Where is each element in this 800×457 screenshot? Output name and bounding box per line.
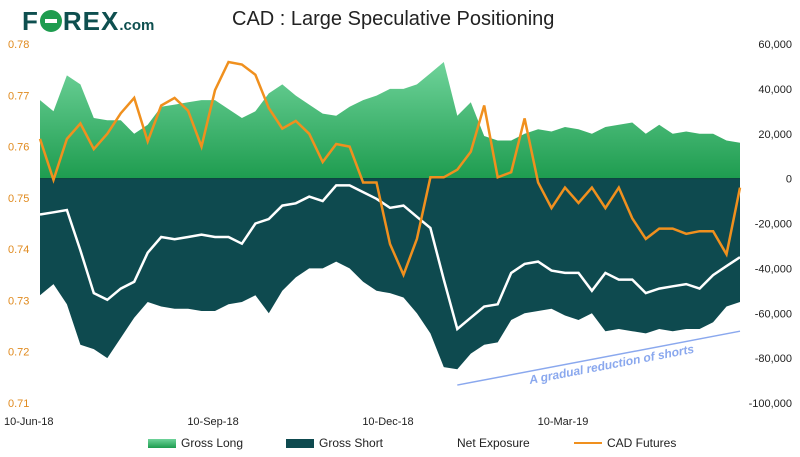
right-axis-tick: -100,000: [749, 398, 792, 410]
left-axis-tick: 0.78: [8, 39, 29, 51]
left-axis-tick: 0.73: [8, 295, 29, 307]
left-axis-tick: 0.72: [8, 347, 29, 359]
cad-futures-line: [38, 60, 742, 279]
left-axis-tick: 0.74: [8, 244, 29, 256]
right-axis-tick: 0: [786, 174, 792, 186]
right-axis-tick: 60,000: [758, 39, 792, 51]
legend-net-exposure: Net Exposure: [424, 436, 530, 450]
x-axis-tick: 10-Mar-19: [538, 416, 589, 428]
right-axis-tick: 20,000: [758, 129, 792, 141]
x-axis-tick: 10-Dec-18: [362, 416, 413, 428]
x-axis-tick: 10-Jun-18: [4, 416, 54, 428]
annotation-label: A gradual reduction of shorts: [527, 342, 696, 387]
legend-net-exposure-swatch: [424, 442, 452, 444]
left-axis-tick: 0.76: [8, 142, 29, 154]
legend-cad-futures-swatch: [574, 442, 602, 444]
legend-gross-long: Gross Long: [148, 436, 243, 450]
left-axis-tick: 0.71: [8, 398, 29, 410]
right-axis-tick: 40,000: [758, 84, 792, 96]
x-axis-tick: 10-Sep-18: [187, 416, 238, 428]
left-axis-tick: 0.75: [8, 193, 29, 205]
net-exposure-line: [39, 184, 741, 332]
right-axis-tick: -80,000: [755, 353, 792, 365]
right-axis-tick: -20,000: [755, 219, 792, 231]
legend-cad-futures: CAD Futures: [574, 436, 676, 450]
gross-long-area: [40, 62, 740, 179]
legend-gross-short-swatch: [286, 438, 314, 448]
right-axis-tick: -40,000: [755, 263, 792, 275]
chart-title: CAD : Large Speculative Positioning: [232, 8, 555, 30]
legend: Gross Long Gross Short Net Exposure CAD …: [0, 436, 800, 452]
logo-coin-icon: [39, 10, 62, 32]
right-axis-tick: -60,000: [755, 308, 792, 320]
legend-gross-long-swatch: [148, 438, 176, 448]
annotation-trend-line: [457, 330, 741, 386]
gross-short-area: [40, 178, 740, 370]
forex-logo: F REX.com: [22, 6, 155, 36]
legend-gross-short: Gross Short: [286, 436, 383, 450]
left-axis-tick: 0.77: [8, 90, 29, 102]
